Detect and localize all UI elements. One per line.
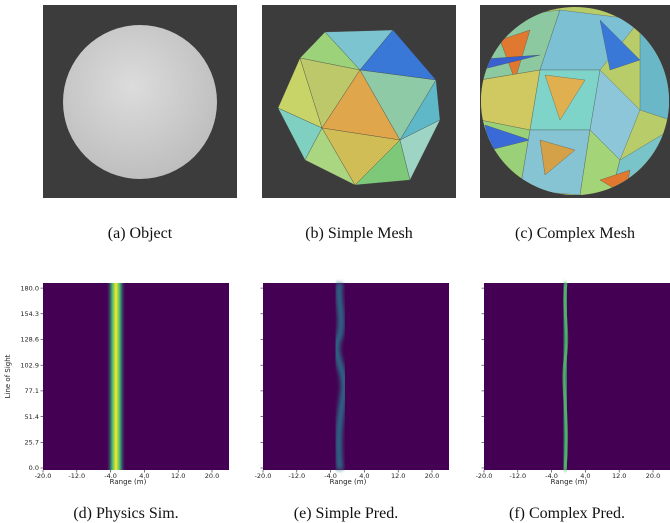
heatmap-signal bbox=[106, 283, 126, 470]
simple-mesh bbox=[277, 29, 441, 186]
heatmap bbox=[263, 283, 449, 470]
sphere bbox=[63, 25, 217, 179]
x-tick-label: -12.0 bbox=[288, 472, 305, 480]
x-axis-label: Range (m) bbox=[551, 478, 588, 486]
caption: (c) Complex Mesh bbox=[515, 225, 635, 242]
x-tick-label: -12.0 bbox=[68, 472, 85, 480]
heatmap bbox=[43, 283, 229, 470]
x-tick-label: 4.0 bbox=[139, 472, 149, 480]
y-axis-label: Line of Sight bbox=[4, 354, 12, 398]
x-tick-label: -12.0 bbox=[509, 472, 526, 480]
caption: (a) Object bbox=[108, 225, 173, 242]
y-tick-label: 77.1 bbox=[25, 387, 39, 395]
x-tick-label: 12.0 bbox=[391, 472, 405, 480]
x-axis-label: Range (m) bbox=[110, 478, 147, 486]
x-tick-label: -20.0 bbox=[255, 472, 272, 480]
x-tick-label: -4.0 bbox=[545, 472, 558, 480]
caption: (f) Complex Pred. bbox=[509, 505, 625, 522]
x-tick-label: 20.0 bbox=[205, 472, 219, 480]
x-tick-label: -4.0 bbox=[324, 472, 337, 480]
y-tick-label: 154.3 bbox=[20, 310, 39, 318]
caption: (b) Simple Mesh bbox=[305, 225, 413, 242]
x-tick-label: 4.0 bbox=[580, 472, 590, 480]
y-tick-label: 128.6 bbox=[20, 336, 39, 344]
y-tick-label: 51.4 bbox=[25, 413, 39, 421]
x-tick-label: 12.0 bbox=[171, 472, 185, 480]
caption: (d) Physics Sim. bbox=[73, 505, 178, 522]
x-tick-label: 4.0 bbox=[359, 472, 369, 480]
heatmap-signal bbox=[562, 282, 569, 471]
x-tick-label: 20.0 bbox=[425, 472, 439, 480]
y-tick-label: 180.0 bbox=[20, 284, 39, 292]
y-tick-label: 25.7 bbox=[25, 439, 39, 447]
x-tick-label: -20.0 bbox=[35, 472, 52, 480]
complex-mesh bbox=[481, 7, 669, 195]
x-tick-label: -20.0 bbox=[476, 472, 493, 480]
y-tick-label: 0.0 bbox=[29, 464, 39, 472]
x-tick-label: 20.0 bbox=[646, 472, 660, 480]
x-tick-label: -4.0 bbox=[104, 472, 117, 480]
heatmap-signal bbox=[333, 282, 348, 471]
x-axis-label: Range (m) bbox=[330, 478, 367, 486]
heatmap bbox=[484, 283, 670, 470]
y-tick-label: 102.9 bbox=[20, 361, 39, 369]
caption: (e) Simple Pred. bbox=[294, 505, 398, 522]
x-tick-label: 12.0 bbox=[612, 472, 626, 480]
